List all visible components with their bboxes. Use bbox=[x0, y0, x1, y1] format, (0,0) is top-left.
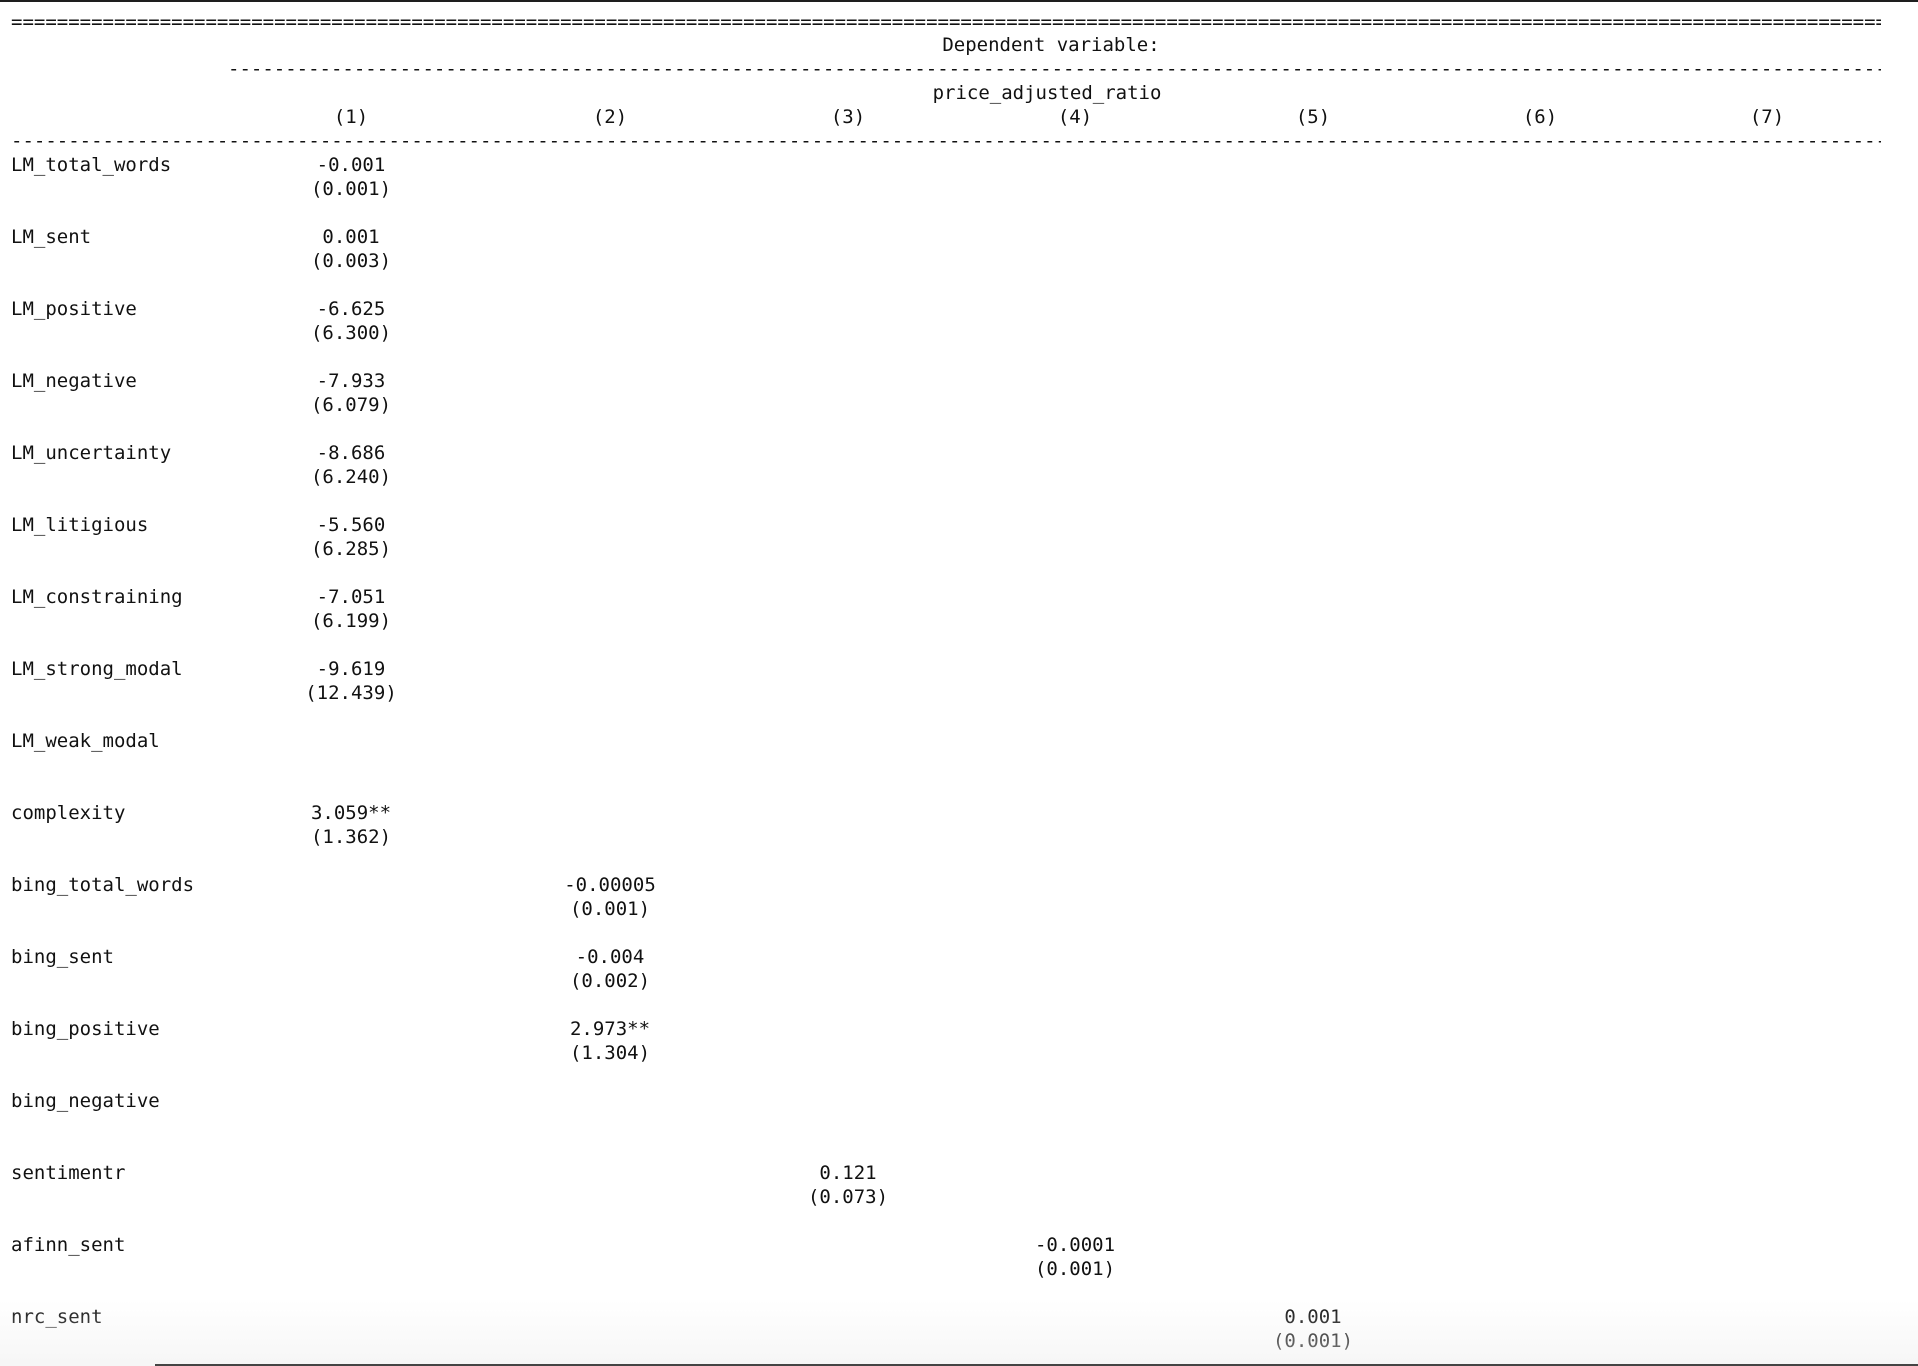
header-rule: ----------------------------------------… bbox=[11, 130, 1881, 152]
standard-error-value: (0.001) bbox=[569, 898, 651, 920]
standard-error-value: (1.362) bbox=[310, 826, 392, 848]
row-label: LM_weak_modal bbox=[11, 730, 160, 752]
row-label: bing_positive bbox=[11, 1018, 160, 1040]
row-label: LM_strong_modal bbox=[11, 658, 183, 680]
coefficient-value: 0.121 bbox=[819, 1162, 877, 1184]
column-header: (7) bbox=[1749, 106, 1785, 128]
standard-error-value: (12.439) bbox=[305, 682, 397, 704]
column-header: (5) bbox=[1295, 106, 1331, 128]
row-label: bing_negative bbox=[11, 1090, 160, 1112]
coefficient-value: -0.0001 bbox=[1034, 1234, 1116, 1256]
coefficient-value: -0.001 bbox=[316, 154, 386, 176]
standard-error-value: (6.079) bbox=[310, 394, 392, 416]
column-header: (6) bbox=[1522, 106, 1558, 128]
row-label: LM_constraining bbox=[11, 586, 183, 608]
dependent-variable-rule: ----------------------------------------… bbox=[228, 58, 1881, 80]
row-label: afinn_sent bbox=[11, 1234, 126, 1256]
coefficient-value: 2.973** bbox=[569, 1018, 651, 1040]
top-double-rule: ========================================… bbox=[11, 11, 1881, 33]
coefficient-value: -9.619 bbox=[316, 658, 386, 680]
standard-error-value: (6.300) bbox=[310, 322, 392, 344]
row-label: LM_total_words bbox=[11, 154, 172, 176]
row-label: LM_sent bbox=[11, 226, 92, 248]
row-label: LM_uncertainty bbox=[11, 442, 172, 464]
row-label: nrc_sent bbox=[11, 1306, 103, 1328]
standard-error-value: (0.003) bbox=[310, 250, 392, 272]
row-label: bing_sent bbox=[11, 946, 114, 968]
coefficient-value: 0.001 bbox=[1284, 1306, 1342, 1328]
coefficient-value: 3.059** bbox=[310, 802, 392, 824]
standard-error-value: (6.285) bbox=[310, 538, 392, 560]
standard-error-value: (0.002) bbox=[569, 970, 651, 992]
window-bottom-border bbox=[155, 1364, 1918, 1366]
row-label: bing_total_words bbox=[11, 874, 195, 896]
row-label: sentimentr bbox=[11, 1162, 126, 1184]
standard-error-value: (6.199) bbox=[310, 610, 392, 632]
standard-error-value: (1.304) bbox=[569, 1042, 651, 1064]
coefficient-value: -8.686 bbox=[316, 442, 386, 464]
coefficient-value: -5.560 bbox=[316, 514, 386, 536]
standard-error-value: (0.001) bbox=[310, 178, 392, 200]
coefficient-value: -7.933 bbox=[316, 370, 386, 392]
column-header: (4) bbox=[1057, 106, 1093, 128]
column-header: (3) bbox=[830, 106, 866, 128]
row-label: LM_negative bbox=[11, 370, 137, 392]
coefficient-value: -0.004 bbox=[575, 946, 645, 968]
coefficient-value: -6.625 bbox=[316, 298, 386, 320]
dependent-variable-label: Dependent variable: bbox=[942, 34, 1160, 56]
coefficient-value: -7.051 bbox=[316, 586, 386, 608]
column-header: (1) bbox=[333, 106, 369, 128]
row-label: complexity bbox=[11, 802, 126, 824]
coefficient-value: -0.00005 bbox=[564, 874, 656, 896]
standard-error-value: (0.001) bbox=[1272, 1330, 1354, 1352]
row-label: LM_litigious bbox=[11, 514, 149, 536]
column-header: (2) bbox=[592, 106, 628, 128]
coefficient-value: 0.001 bbox=[322, 226, 380, 248]
standard-error-value: (0.001) bbox=[1034, 1258, 1116, 1280]
dependent-variable-name: price_adjusted_ratio bbox=[932, 82, 1162, 104]
standard-error-value: (6.240) bbox=[310, 466, 392, 488]
window-top-border bbox=[0, 0, 1918, 2]
standard-error-value: (0.073) bbox=[807, 1186, 889, 1208]
row-label: LM_positive bbox=[11, 298, 137, 320]
